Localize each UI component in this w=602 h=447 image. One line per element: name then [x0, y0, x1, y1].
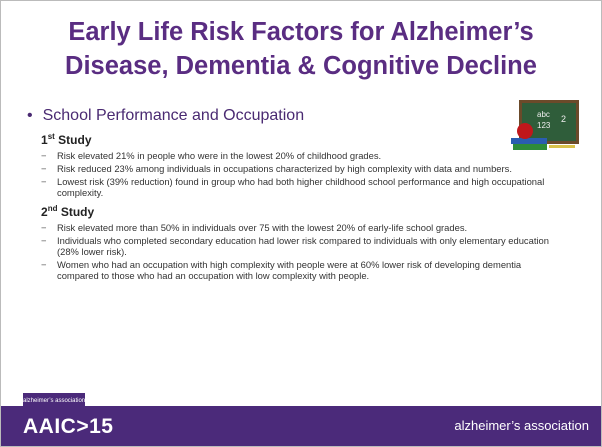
item-text: Risk elevated more than 50% in individua…: [57, 222, 467, 233]
study-suffix: st: [48, 132, 55, 141]
study-item: −Women who had an occupation with high c…: [41, 259, 559, 282]
item-text: Risk elevated 21% in people who were in …: [57, 150, 381, 161]
study-number: 1: [41, 133, 48, 147]
dash: −: [41, 259, 46, 270]
svg-text:abc: abc: [537, 110, 550, 119]
study-section: 1st Study−Risk elevated 21% in people wh…: [41, 132, 559, 199]
dash: −: [41, 222, 46, 233]
title: Early Life Risk Factors for Alzheimer’s …: [1, 15, 601, 83]
study-suffix: nd: [48, 204, 58, 213]
conference-year: 15: [89, 415, 113, 438]
dash: −: [41, 176, 46, 187]
association-logo: alzheimer’s association: [454, 418, 589, 433]
dash: −: [41, 163, 46, 174]
conference-name: AAIC: [23, 415, 76, 438]
logo-chevron: >: [76, 415, 89, 438]
study-item: −Risk elevated more than 50% in individu…: [41, 222, 559, 233]
title-line: Disease, Dementia & Cognitive Decline: [1, 49, 601, 83]
study-item: −Lowest risk (39% reduction) found in gr…: [41, 176, 559, 199]
item-text: Lowest risk (39% reduction) found in gro…: [57, 176, 544, 198]
item-text: Women who had an occupation with high co…: [57, 259, 521, 281]
small-logo: alzheimer’s association: [23, 393, 85, 409]
svg-text:2: 2: [561, 114, 566, 124]
title-line: Early Life Risk Factors for Alzheimer’s: [1, 15, 601, 49]
study-item: −Individuals who completed secondary edu…: [41, 235, 559, 258]
study-label: Study: [58, 133, 91, 147]
bullet-text: School Performance and Occupation: [43, 107, 304, 124]
svg-text:123: 123: [537, 121, 551, 130]
study-heading: 2nd Study: [41, 204, 559, 219]
slide: Early Life Risk Factors for Alzheimer’s …: [0, 0, 602, 447]
study-heading: 1st Study: [41, 132, 559, 147]
dash: −: [41, 235, 46, 246]
bullet: •School Performance and Occupation: [27, 107, 304, 125]
item-text: Individuals who completed secondary educ…: [57, 235, 549, 257]
item-text: Risk reduced 23% among individuals in oc…: [57, 163, 512, 174]
study-number: 2: [41, 205, 48, 219]
conference-logo: AAIC>15: [23, 415, 113, 439]
study-section: 2nd Study−Risk elevated more than 50% in…: [41, 204, 559, 282]
study-label: Study: [61, 205, 94, 219]
study-item: −Risk reduced 23% among individuals in o…: [41, 163, 559, 174]
dash: −: [41, 150, 46, 161]
study-item: −Risk elevated 21% in people who were in…: [41, 150, 559, 161]
content: 1st Study−Risk elevated 21% in people wh…: [41, 132, 559, 287]
